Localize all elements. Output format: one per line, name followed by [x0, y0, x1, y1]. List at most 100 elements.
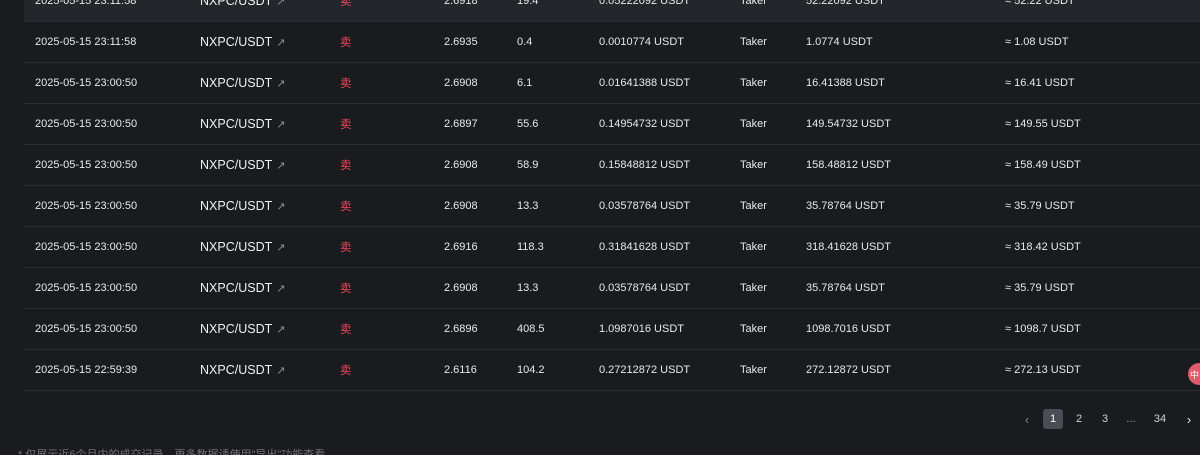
trade-price: 2.6935: [444, 36, 478, 48]
trade-price: 2.6918: [444, 0, 478, 7]
trade-quantity: 104.2: [517, 364, 545, 376]
trade-price: 2.6897: [444, 118, 478, 130]
trade-price: 2.6116: [444, 364, 477, 376]
trade-quantity: 55.6: [517, 118, 539, 130]
page-button-3[interactable]: 3: [1101, 413, 1109, 425]
history-footnote: * 仅展示近6个月内的成交记录，更多数据请使用"导出"功能查看: [18, 449, 326, 455]
trade-pair-label: NXPC/USDT: [200, 0, 273, 8]
trade-total: 35.78764 USDT: [806, 282, 885, 294]
trade-time: 2025-05-15 22:59:39: [35, 364, 138, 376]
trade-approx-value: ≈ 35.79 USDT: [1005, 282, 1075, 294]
trade-pair-link[interactable]: NXPC/USDT ↗: [200, 76, 285, 90]
trade-quantity: 13.3: [517, 200, 539, 212]
trade-pair-link[interactable]: NXPC/USDT ↗: [200, 281, 285, 295]
trade-pair-link[interactable]: NXPC/USDT ↗: [200, 240, 285, 254]
trade-approx-value: ≈ 35.79 USDT: [1005, 200, 1075, 212]
page-ellipsis[interactable]: ...: [1126, 413, 1136, 425]
trade-side: 卖: [340, 119, 352, 131]
trade-fee: 0.0010774 USDT: [599, 36, 684, 48]
trade-pair-link[interactable]: NXPC/USDT ↗: [200, 117, 285, 131]
trade-time: 2025-05-15 23:00:50: [35, 282, 138, 294]
trade-pair-link[interactable]: NXPC/USDT ↗: [200, 322, 285, 336]
trade-price: 2.6908: [444, 159, 478, 171]
trade-approx-value: ≈ 1098.7 USDT: [1005, 323, 1081, 335]
chevron-left-icon[interactable]: ‹: [1024, 411, 1030, 427]
trade-total: 1.0774 USDT: [806, 36, 873, 48]
trade-pair-link[interactable]: NXPC/USDT ↗: [200, 0, 285, 8]
trade-price: 2.6896: [444, 323, 478, 335]
table-row: 2025-05-15 23:00:50 NXPC/USDT ↗ 卖 2.6908 6.1 0…: [24, 63, 1200, 104]
trade-time: 2025-05-15 23:11:58: [35, 36, 137, 48]
trade-approx-value: ≈ 149.55 USDT: [1005, 118, 1081, 130]
external-link-icon: ↗: [276, 0, 286, 8]
trade-approx-value: ≈ 272.13 USDT: [1005, 364, 1081, 376]
trade-pair-link[interactable]: NXPC/USDT ↗: [200, 363, 285, 377]
trade-role: Taker: [740, 77, 767, 89]
trade-pair-link[interactable]: NXPC/USDT ↗: [200, 35, 285, 49]
table-row: 2025-05-15 23:00:50 NXPC/USDT ↗ 卖 2.6897 55.6…: [24, 104, 1200, 145]
table-row: 2025-05-15 23:00:50 NXPC/USDT ↗ 卖 2.6908 13.3…: [24, 268, 1200, 309]
trade-pair-label: NXPC/USDT: [200, 76, 273, 90]
page-button-last[interactable]: 34: [1153, 413, 1167, 425]
trade-time: 2025-05-15 23:00:50: [35, 241, 138, 253]
trade-price: 2.6908: [444, 200, 478, 212]
trade-side: 卖: [340, 0, 352, 8]
trade-time: 2025-05-15 23:00:50: [35, 118, 138, 130]
trade-side: 卖: [340, 242, 352, 254]
trade-role: Taker: [740, 282, 767, 294]
table-row: 2025-05-15 23:00:50 NXPC/USDT ↗ 卖 2.6908 13.3…: [24, 186, 1200, 227]
table-row: 2025-05-15 23:11:58 NXPC/USDT ↗ 卖 2.6918 19.4…: [24, 0, 1200, 22]
trade-pair-label: NXPC/USDT: [200, 35, 273, 49]
trade-side: 卖: [340, 37, 352, 49]
trade-time: 2025-05-15 23:11:58: [35, 0, 137, 7]
trade-approx-value: ≈ 16.41 USDT: [1005, 77, 1075, 89]
trade-side: 卖: [340, 201, 352, 213]
trade-pair-link[interactable]: NXPC/USDT ↗: [200, 158, 285, 172]
trade-side: 卖: [340, 78, 352, 90]
external-link-icon: ↗: [276, 118, 286, 131]
trade-total: 52.22092 USDT: [806, 0, 885, 7]
trade-quantity: 408.5: [517, 323, 545, 335]
trade-fee: 0.03578764 USDT: [599, 282, 691, 294]
trade-pair-label: NXPC/USDT: [200, 240, 273, 254]
trade-role: Taker: [740, 36, 767, 48]
trade-side: 卖: [340, 365, 352, 377]
trade-role: Taker: [740, 0, 767, 7]
trade-approx-value: ≈ 1.08 USDT: [1005, 36, 1069, 48]
trade-side: 卖: [340, 160, 352, 172]
trade-history-table: 2025-05-15 23:11:58 NXPC/USDT ↗ 卖 2.6918 19.4…: [24, 0, 1200, 391]
trade-total: 158.48812 USDT: [806, 159, 891, 171]
trade-fee: 0.03578764 USDT: [599, 200, 691, 212]
trade-quantity: 6.1: [517, 77, 533, 89]
trade-price: 2.6908: [444, 77, 478, 89]
table-row: 2025-05-15 23:00:50 NXPC/USDT ↗ 卖 2.6908 58.9…: [24, 145, 1200, 186]
trade-quantity: 118.3: [517, 241, 544, 253]
external-link-icon: ↗: [276, 36, 286, 49]
pagination: ‹ 1 2 3 ... 34 ›: [1017, 409, 1200, 429]
trade-role: Taker: [740, 159, 767, 171]
chevron-right-icon[interactable]: ›: [1186, 411, 1192, 427]
language-badge[interactable]: 中: [1188, 363, 1200, 385]
trade-total: 1098.7016 USDT: [806, 323, 891, 335]
trade-quantity: 19.4: [517, 0, 539, 7]
trade-fee: 0.14954732 USDT: [599, 118, 691, 130]
trade-fee: 0.05222092 USDT: [599, 0, 691, 7]
trade-fee: 1.0987016 USDT: [599, 323, 684, 335]
page-button-1[interactable]: 1: [1043, 409, 1063, 429]
trade-role: Taker: [740, 323, 767, 335]
trade-pair-link[interactable]: NXPC/USDT ↗: [200, 199, 285, 213]
trade-fee: 0.01641388 USDT: [599, 77, 691, 89]
trade-role: Taker: [740, 118, 767, 130]
trade-pair-label: NXPC/USDT: [200, 322, 273, 336]
trade-price: 2.6916: [444, 241, 478, 253]
trade-total: 16.41388 USDT: [806, 77, 885, 89]
trade-fee: 0.15848812 USDT: [599, 159, 691, 171]
trade-time: 2025-05-15 23:00:50: [35, 159, 138, 171]
trade-total: 272.12872 USDT: [806, 364, 891, 376]
trade-pair-label: NXPC/USDT: [200, 117, 273, 131]
external-link-icon: ↗: [276, 323, 286, 336]
external-link-icon: ↗: [276, 159, 286, 172]
trade-time: 2025-05-15 23:00:50: [35, 200, 138, 212]
trade-approx-value: ≈ 158.49 USDT: [1005, 159, 1081, 171]
page-button-2[interactable]: 2: [1075, 413, 1083, 425]
